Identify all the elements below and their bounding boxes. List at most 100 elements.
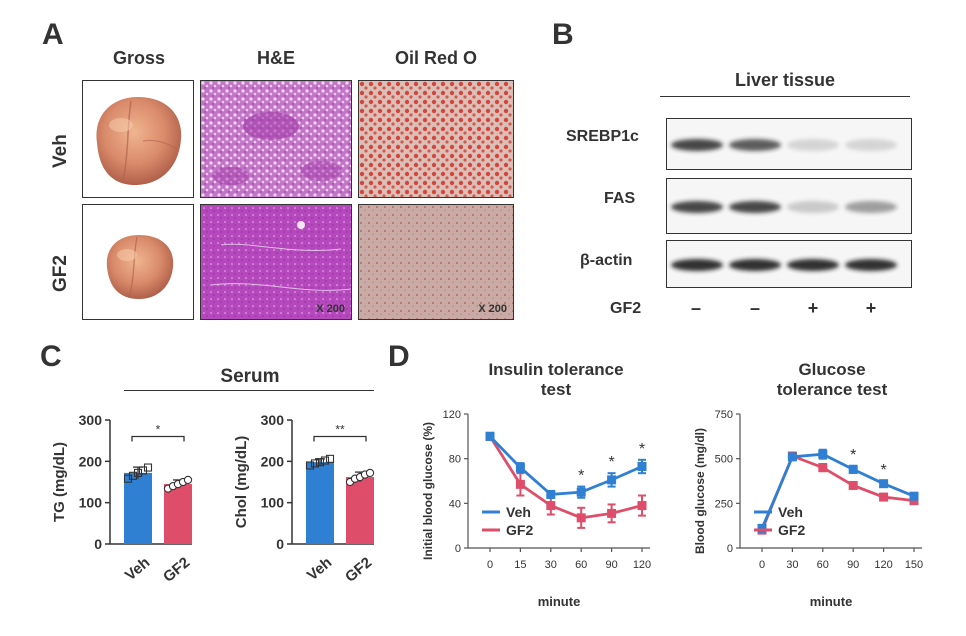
gtt-point-gf2 — [848, 480, 858, 490]
tg-significance-bracket — [131, 435, 185, 442]
gtt-series-line-veh — [760, 452, 915, 529]
chol-category-label-gf2: GF2 — [342, 554, 375, 586]
liver-tissue-title: Liver tissue — [734, 70, 836, 90]
itt-point-gf2 — [515, 479, 525, 489]
itt-x-axis-label: minute — [538, 594, 581, 609]
itt-legend-label-veh: Veh — [506, 504, 531, 520]
western-blot-srebp1c — [666, 118, 912, 170]
itt-x-tick-label: 120 — [633, 559, 651, 571]
treatment-sign-2: – — [749, 298, 760, 318]
gtt-legend-label-gf2: GF2 — [778, 522, 805, 538]
gross-image-gf2 — [82, 204, 194, 320]
tg-point-gf2 — [183, 475, 193, 485]
panel-d-letter: D — [388, 340, 410, 373]
magnification-label-oilred: X 200 — [478, 303, 507, 315]
chol-y-tick-label: 300 — [261, 412, 285, 428]
gtt-x-tick-label: 150 — [905, 559, 923, 571]
itt-y-tick-label: 120 — [443, 409, 461, 421]
band-label-srebp1c: SREBP1c — [566, 128, 639, 145]
panel-b-letter: B — [552, 18, 574, 51]
blot-band-srebp1c-lane-1 — [671, 139, 723, 151]
tg-y-tick-label: 0 — [94, 536, 102, 552]
itt-x-tick-label: 60 — [575, 559, 587, 571]
tg-point-veh — [138, 466, 148, 475]
itt-x-tick-label: 15 — [514, 559, 526, 571]
itt-title-line-2: test — [540, 380, 572, 399]
col-header-gross: Gross — [112, 48, 166, 68]
itt-x-tick-label: 30 — [545, 559, 557, 571]
serum-title: Serum — [220, 366, 280, 387]
tg-category-label-veh: Veh — [122, 554, 153, 584]
tg-y-axis-label: TG (mg/dL) — [51, 442, 68, 522]
itt-title: Insulin tolerance test — [452, 360, 660, 400]
blot-band-srebp1c-lane-4 — [845, 139, 897, 151]
chol-significance-marker: ** — [335, 423, 345, 437]
western-blot-bactin — [666, 240, 912, 288]
panel-a-letter: A — [42, 18, 64, 51]
blot-band-fas-lane-1 — [671, 201, 723, 213]
blot-band-fas-lane-2 — [729, 201, 781, 213]
itt-point-gf2 — [637, 501, 647, 511]
chol-point-veh — [325, 454, 335, 463]
blot-band-fas-lane-4 — [845, 201, 897, 213]
itt-y-tick-label: 80 — [449, 454, 461, 466]
gtt-y-axis-label: Blood glucose (mg/dl) — [693, 428, 707, 554]
gtt-x-axis-label: minute — [810, 594, 853, 609]
itt-line-chart: 0 40 80 120 0 15 30 60 90 120 minute Initial blood … — [421, 409, 651, 609]
gtt-line-chart: 0 250 500 750 0 30 60 90 120 150 minute Blood gluco… — [693, 409, 923, 609]
gtt-y-tick-label: 750 — [715, 409, 733, 421]
chol-y-tick-label: 100 — [261, 495, 285, 511]
gtt-point-veh — [879, 479, 889, 489]
oilred-image-gf2: X 200 — [358, 204, 514, 320]
chol-bar-veh — [306, 462, 334, 544]
col-header-oilred: Oil Red O — [394, 48, 477, 68]
col-header-he: H&E — [256, 48, 295, 68]
gross-image-veh — [82, 80, 194, 198]
western-blot-fas — [666, 178, 912, 234]
gtt-significance-marker: * — [880, 462, 886, 479]
itt-point-veh — [607, 475, 617, 485]
blot-band-actin-lane-4 — [845, 259, 897, 271]
he-image-gf2: X 200 — [200, 204, 352, 320]
itt-significance-marker: * — [639, 441, 645, 458]
gtt-x-tick-label: 120 — [874, 559, 892, 571]
itt-x-tick-label: 0 — [487, 559, 493, 571]
tg-bar-chart: 0 100 200 300 TG (mg/dL) Veh GF2 * — [51, 412, 193, 586]
he-image-veh — [200, 80, 352, 198]
gtt-y-tick-label: 500 — [715, 454, 733, 466]
itt-point-veh — [576, 487, 586, 497]
chol-y-tick-label: 0 — [276, 536, 284, 552]
gtt-y-tick-label: 0 — [727, 543, 733, 555]
band-label-fas: FAS — [604, 190, 636, 207]
itt-series-line-veh — [488, 435, 643, 496]
chol-point-veh — [320, 456, 330, 465]
itt-y-axis-label: Initial blood glucose (%) — [421, 422, 435, 560]
treatment-sign-4: + — [865, 298, 877, 318]
chol-y-axis-label: Chol (mg/dL) — [233, 436, 250, 528]
gtt-legend-label-veh: Veh — [778, 504, 803, 520]
blot-band-fas-lane-3 — [787, 201, 839, 213]
itt-point-veh — [515, 463, 525, 473]
itt-point-veh — [546, 489, 556, 499]
gtt-x-tick-label: 90 — [847, 559, 859, 571]
gtt-y-tick-label: 250 — [715, 498, 733, 510]
chol-point-veh — [315, 458, 325, 467]
tg-category-label-gf2: GF2 — [160, 554, 193, 586]
chol-category-label-veh: Veh — [304, 554, 335, 584]
tg-point-veh — [128, 471, 138, 480]
gtt-point-veh — [818, 449, 828, 459]
gtt-significance-marker: * — [850, 447, 856, 464]
gtt-title-line-1: Glucose — [798, 360, 866, 379]
gtt-point-veh — [757, 523, 767, 533]
gtt-x-tick-label: 0 — [759, 559, 765, 571]
itt-significance-marker: * — [578, 468, 584, 485]
itt-significance-marker: * — [608, 454, 614, 471]
band-label-bactin: β-actin — [580, 252, 633, 269]
blot-band-srebp1c-lane-2 — [729, 139, 781, 151]
itt-legend-label-gf2: GF2 — [506, 522, 533, 538]
treatment-sign-1: – — [690, 298, 701, 318]
itt-x-tick-label: 90 — [605, 559, 617, 571]
row-label-gf2: GF2 — [50, 255, 71, 292]
itt-point-gf2 — [546, 501, 556, 511]
